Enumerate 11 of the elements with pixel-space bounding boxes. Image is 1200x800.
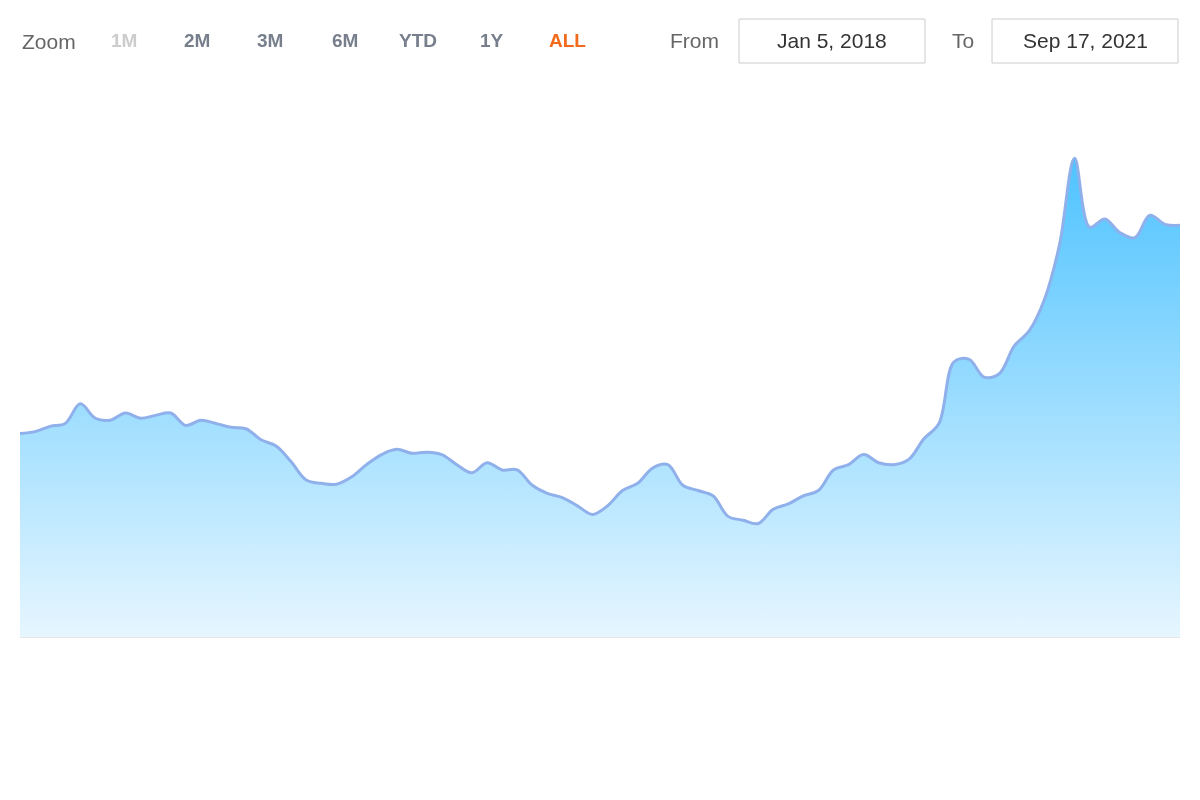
text: Jan 5, 2018 xyxy=(777,29,887,52)
text: 2M xyxy=(184,30,211,51)
text: 1Y xyxy=(480,30,504,51)
text: 3M xyxy=(257,30,284,51)
text: From xyxy=(670,29,719,52)
text: YTD xyxy=(399,30,437,51)
text: To xyxy=(952,29,975,52)
text: Zoom xyxy=(22,30,76,53)
text: ALL xyxy=(549,30,587,51)
text: 6M xyxy=(332,30,359,51)
text: Sep 17, 2021 xyxy=(1023,29,1148,52)
